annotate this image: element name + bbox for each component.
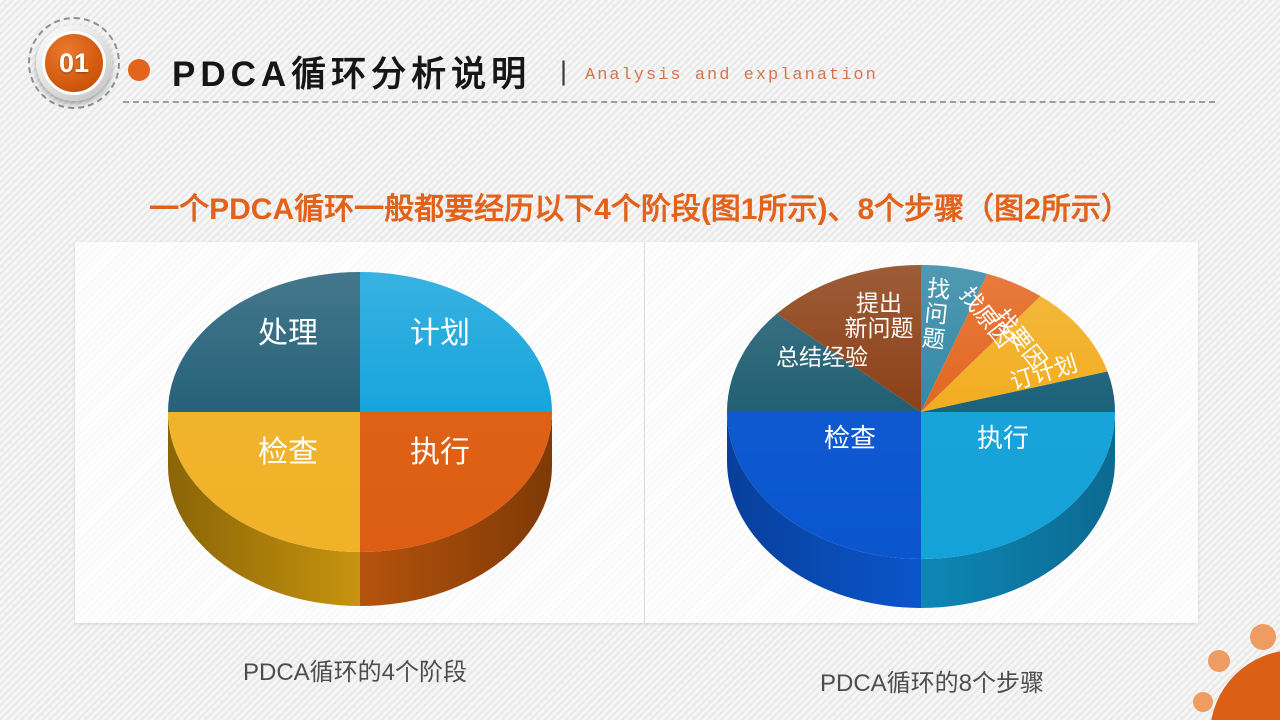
statement-text: 一个PDCA循环一般都要经历以下4个阶段(图1所示)、8个步骤（图2所示） <box>149 193 1131 226</box>
panel-divider <box>644 242 645 623</box>
page-subtitle-en: Analysis and explanation <box>585 66 878 85</box>
title-separator: | <box>560 56 568 86</box>
caption-left-chart: PDCA循环的4个阶段 <box>242 659 468 686</box>
corner-dot-icon <box>1208 650 1230 672</box>
caption-right-chart: PDCA循环的8个步骤 <box>819 670 1045 697</box>
title-bullet-icon <box>128 59 150 81</box>
corner-dot-icon <box>1193 692 1213 712</box>
header-divider <box>123 101 1215 103</box>
badge-number: 01 <box>42 31 106 95</box>
corner-dot-icon <box>1250 624 1276 650</box>
charts-panel <box>75 242 1198 623</box>
section-number-badge: 01 <box>28 17 120 109</box>
badge-metal-ring: 01 <box>36 25 112 101</box>
page-title: PDCA循环分析说明 <box>172 55 532 94</box>
